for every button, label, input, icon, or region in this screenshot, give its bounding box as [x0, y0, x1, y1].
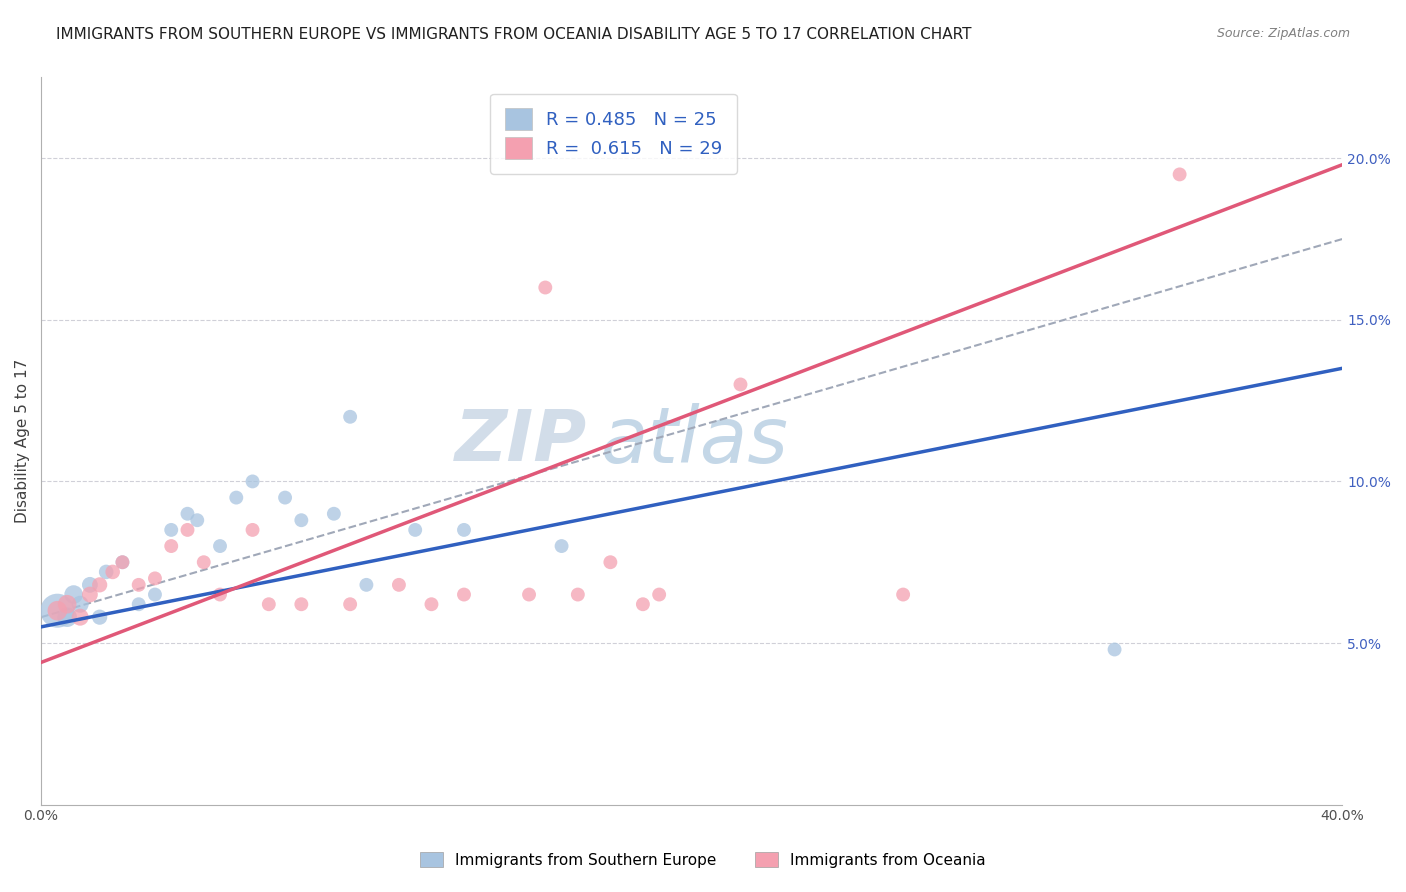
Text: IMMIGRANTS FROM SOUTHERN EUROPE VS IMMIGRANTS FROM OCEANIA DISABILITY AGE 5 TO 1: IMMIGRANTS FROM SOUTHERN EUROPE VS IMMIG… — [56, 27, 972, 42]
Point — [208, 588, 231, 602]
Legend: R = 0.485   N = 25, R =  0.615   N = 29: R = 0.485 N = 25, R = 0.615 N = 29 — [491, 94, 737, 174]
Point — [339, 409, 361, 424]
Point — [160, 523, 183, 537]
Point — [322, 507, 344, 521]
Point — [648, 588, 671, 602]
Point — [1168, 168, 1191, 182]
Point — [128, 578, 150, 592]
Point — [891, 588, 914, 602]
Point — [274, 491, 297, 505]
Point — [242, 523, 264, 537]
Point — [160, 539, 183, 553]
Point — [356, 578, 378, 592]
Point — [143, 571, 166, 585]
Point — [69, 610, 91, 624]
Point — [420, 597, 443, 611]
Text: atlas: atlas — [600, 403, 789, 479]
Point — [69, 597, 91, 611]
Point — [128, 597, 150, 611]
Point — [96, 565, 118, 579]
Point — [208, 539, 231, 553]
Point — [599, 555, 621, 569]
Text: ZIP: ZIP — [456, 407, 588, 475]
Legend: Immigrants from Southern Europe, Immigrants from Oceania: Immigrants from Southern Europe, Immigra… — [412, 844, 994, 875]
Point — [89, 578, 111, 592]
Point — [242, 475, 264, 489]
Point — [143, 588, 166, 602]
Point — [339, 597, 361, 611]
Point — [79, 578, 101, 592]
Point — [46, 604, 69, 618]
Point — [186, 513, 208, 527]
Y-axis label: Disability Age 5 to 17: Disability Age 5 to 17 — [15, 359, 30, 523]
Point — [176, 523, 198, 537]
Point — [730, 377, 752, 392]
Point — [453, 588, 475, 602]
Point — [176, 507, 198, 521]
Point — [111, 555, 134, 569]
Point — [257, 597, 280, 611]
Point — [453, 523, 475, 537]
Point — [111, 555, 134, 569]
Point — [290, 513, 312, 527]
Point — [79, 588, 101, 602]
Text: Source: ZipAtlas.com: Source: ZipAtlas.com — [1216, 27, 1350, 40]
Point — [62, 588, 84, 602]
Point — [193, 555, 215, 569]
Point — [225, 491, 247, 505]
Point — [567, 588, 589, 602]
Point — [631, 597, 654, 611]
Point — [534, 280, 557, 294]
Point — [56, 610, 79, 624]
Point — [388, 578, 411, 592]
Point — [56, 597, 79, 611]
Point — [89, 610, 111, 624]
Point — [290, 597, 312, 611]
Point — [404, 523, 426, 537]
Point — [1104, 642, 1126, 657]
Point — [101, 565, 124, 579]
Point — [46, 604, 69, 618]
Point — [517, 588, 540, 602]
Point — [550, 539, 572, 553]
